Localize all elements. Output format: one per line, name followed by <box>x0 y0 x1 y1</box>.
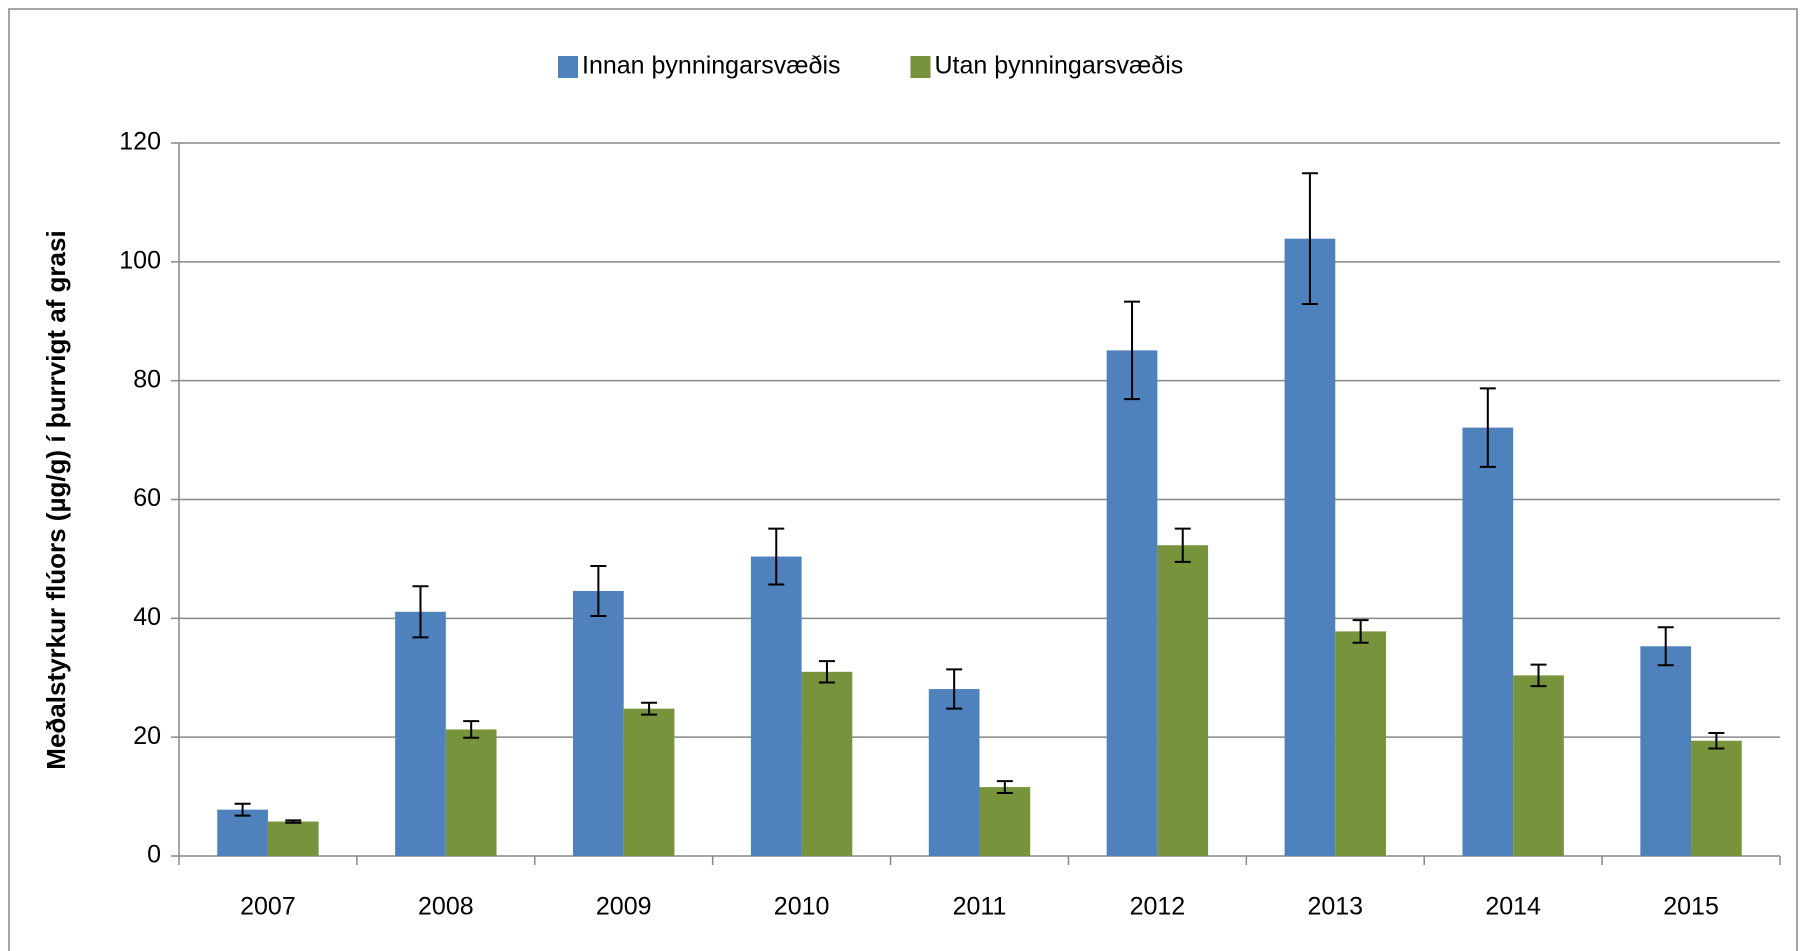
bar <box>623 708 675 856</box>
chart-frame <box>8 8 1798 951</box>
x-tick-label: 2013 <box>1307 893 1363 921</box>
error-bar <box>1708 732 1725 750</box>
bar <box>750 556 802 856</box>
y-tick-label: 80 <box>133 365 161 393</box>
error-bar <box>1352 619 1369 644</box>
error-bar <box>285 819 302 824</box>
bar <box>1335 631 1386 856</box>
bar <box>1462 427 1514 856</box>
error-bar <box>1124 300 1141 401</box>
bar <box>217 809 268 856</box>
error-bar <box>1174 527 1191 563</box>
legend-swatch <box>910 56 931 78</box>
error-bar <box>768 527 785 586</box>
x-tick-label: 2012 <box>1130 893 1186 921</box>
y-tick-label: 60 <box>133 484 161 512</box>
bar <box>395 611 446 856</box>
error-bar <box>463 720 480 739</box>
error-bar <box>1479 387 1496 468</box>
x-tick-label: 2009 <box>596 893 652 921</box>
bar <box>1691 740 1742 856</box>
bar <box>267 821 319 856</box>
y-axis-label: Meðalstyrkur flúors (µg/g) í þurrvigt af… <box>41 230 71 769</box>
error-bar <box>590 565 607 617</box>
bar <box>1106 350 1158 856</box>
bar <box>1157 545 1209 856</box>
error-bar <box>1301 172 1318 306</box>
bar <box>1513 675 1564 856</box>
error-bar <box>1530 663 1547 688</box>
x-tick-label: 2007 <box>240 893 296 921</box>
x-tick-label: 2011 <box>953 893 1007 921</box>
y-tick-label: 0 <box>147 841 161 869</box>
bar <box>928 689 980 856</box>
legend-swatch <box>558 56 578 78</box>
legend-label: Innan þynningarsvæðis <box>582 52 841 80</box>
x-tick-label: 2010 <box>774 893 830 921</box>
x-tick-label: 2008 <box>418 893 474 921</box>
bar <box>445 729 497 856</box>
bar <box>573 591 624 856</box>
y-tick-label: 40 <box>133 603 161 631</box>
x-tick-label: 2014 <box>1485 893 1541 921</box>
error-bar <box>818 660 835 684</box>
legend-label: Utan þynningarsvæðis <box>935 52 1184 80</box>
x-tick-label: 2015 <box>1663 893 1719 921</box>
error-bar <box>1657 626 1674 667</box>
error-bar <box>641 701 658 716</box>
y-tick-label: 120 <box>119 128 161 156</box>
bar <box>979 787 1031 856</box>
error-bar <box>234 802 251 817</box>
error-bar <box>412 585 429 639</box>
error-bar <box>996 780 1013 795</box>
bar <box>1640 646 1692 856</box>
bar <box>1284 238 1336 856</box>
y-tick-label: 20 <box>133 722 161 750</box>
y-tick-label: 100 <box>119 246 161 274</box>
error-bar <box>946 668 963 710</box>
bar <box>801 671 853 856</box>
